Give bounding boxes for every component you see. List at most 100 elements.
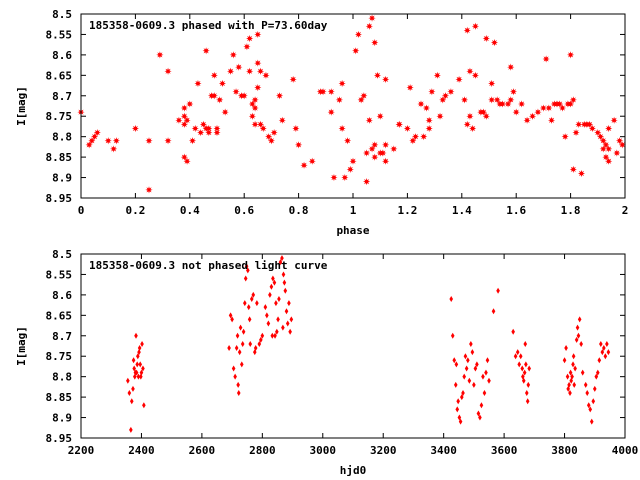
data-point [482, 390, 487, 397]
x-tick-label: 0 [78, 204, 85, 217]
data-point [524, 361, 528, 368]
data-point [246, 267, 250, 274]
data-point [525, 398, 530, 405]
y-tick-label: 8.65 [46, 309, 73, 322]
data-point [457, 414, 462, 421]
data-point [376, 112, 384, 120]
data-point [481, 373, 485, 380]
data-point [349, 157, 357, 165]
data-point [574, 336, 579, 343]
data-point [248, 100, 256, 108]
data-point [241, 328, 246, 335]
data-point [210, 92, 218, 100]
data-point [210, 71, 218, 79]
data-point [425, 124, 433, 133]
data-point [556, 100, 564, 108]
data-point [263, 304, 268, 311]
data-point [572, 381, 577, 388]
x-tick-label: 3600 [491, 444, 518, 457]
data-point [260, 332, 265, 339]
data-point [403, 124, 411, 133]
y-tick-label: 8.55 [46, 28, 73, 41]
data-point [479, 402, 484, 409]
data-point [567, 51, 575, 59]
data-point [534, 108, 542, 116]
data-point [248, 112, 256, 120]
data-point [253, 345, 258, 352]
data-point [493, 96, 501, 104]
data-point [363, 178, 371, 186]
data-point [571, 353, 576, 360]
data-point [577, 316, 582, 323]
data-point [243, 300, 247, 307]
data-point [606, 349, 611, 356]
data-point [285, 320, 290, 327]
data-point [136, 353, 140, 360]
data-point [572, 128, 580, 137]
data-point [276, 316, 280, 323]
data-point [521, 377, 526, 384]
data-point [517, 361, 522, 368]
data-point [518, 100, 526, 108]
data-point [270, 128, 278, 137]
data-point [363, 149, 371, 157]
data-point [281, 324, 285, 331]
x-tick-label: 2800 [249, 444, 276, 457]
data-point [139, 373, 143, 380]
y-tick-label: 8.9 [52, 412, 72, 425]
data-point [592, 385, 597, 392]
y-tick-label: 8.8 [52, 131, 72, 144]
data-point [602, 141, 610, 149]
data-point [509, 88, 518, 96]
data-point [564, 345, 568, 352]
data-point [246, 304, 251, 311]
data-point [251, 96, 259, 104]
data-point [104, 137, 112, 145]
data-point [235, 63, 243, 71]
data-point [269, 283, 274, 290]
data-point [586, 402, 591, 409]
data-point [464, 365, 469, 372]
data-point [512, 108, 520, 116]
data-point [571, 361, 575, 368]
y-tick-label: 8.55 [46, 268, 73, 281]
data-point [232, 88, 240, 96]
data-point [596, 369, 600, 376]
data-point [511, 328, 515, 335]
y-tick-label: 8.7 [52, 90, 72, 103]
data-point [256, 67, 265, 75]
data-point [588, 406, 593, 413]
x-axis-label: hjd0 [340, 464, 367, 477]
data-point [569, 96, 577, 104]
data-point [466, 112, 474, 120]
data-point [227, 345, 231, 352]
data-point [275, 92, 284, 100]
data-point [205, 124, 213, 133]
data-point [319, 88, 327, 96]
y-axis-label: I[mag] [15, 86, 28, 126]
data-point [175, 116, 183, 124]
data-point [390, 145, 398, 153]
data-point [273, 332, 277, 339]
data-point [91, 133, 99, 141]
y-tick-label: 8.75 [46, 110, 73, 123]
data-point [585, 390, 590, 397]
data-point [463, 26, 471, 34]
data-point [221, 108, 229, 116]
data-point [282, 279, 287, 286]
y-tick-label: 8.75 [46, 350, 73, 363]
data-point [567, 381, 571, 388]
data-point [256, 120, 265, 128]
data-point [238, 324, 243, 331]
data-point [471, 71, 479, 79]
data-point [588, 124, 596, 133]
x-tick-label: 3800 [551, 444, 578, 457]
data-point [275, 328, 279, 335]
data-point [476, 410, 481, 417]
data-point [267, 137, 275, 145]
data-point [246, 67, 254, 75]
data-point [409, 137, 417, 145]
data-point [131, 357, 136, 364]
data-point [610, 116, 618, 124]
data-point [589, 418, 594, 425]
